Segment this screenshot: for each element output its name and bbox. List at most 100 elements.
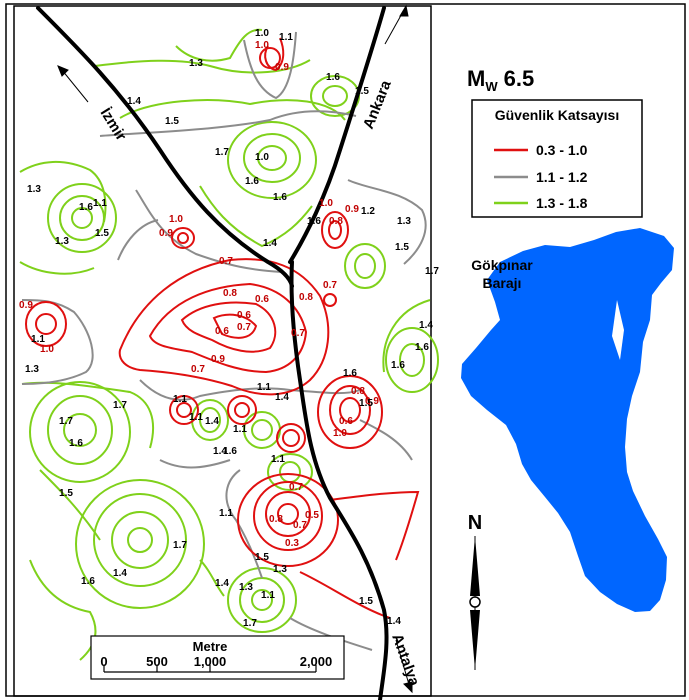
red-contours [25,37,420,619]
red-contour-label: 0.5 [305,510,319,521]
legend-label-red: 0.3 - 1.0 [536,142,588,158]
green-contour-label: 1.3 [55,236,69,247]
green-contour-label: 1.3 [27,184,41,195]
legend: Güvenlik Katsayısı 0.3 - 1.0 1.1 - 1.2 1… [471,99,643,218]
green-contour-label: 1.5 [355,86,369,97]
red-contour-label: 1.0 [255,40,269,51]
red-contour-label: 0.7 [323,280,337,291]
gray-contour-label: 1.5 [359,596,373,607]
north-arrow-center [469,596,481,608]
green-contour-label: 1.3 [25,364,39,375]
green-contour-label: 1.6 [415,342,429,353]
red-contour-label: 0.7 [237,322,251,333]
red-contour-label: 0.9 [365,396,379,407]
red-contour-label: 0.6 [237,310,251,321]
gray-contour-label: 1.1 [173,394,187,405]
gray-contour-label: 1.1 [93,198,107,209]
north-label: N [468,512,482,534]
red-contour-label: 0.8 [329,216,343,227]
green-contour-label: 1.6 [223,446,237,457]
green-contour-label: 1.6 [273,192,287,203]
gray-contour-label: 1.2 [361,206,375,217]
scale-tick-0: 0 [100,654,107,669]
gray-contour-label: 1.4 [275,392,289,403]
red-contour-label: 0.3 [285,538,299,549]
red-contour-label: 0.6 [339,416,353,427]
green-contour-labels: 1.31.41.51.71.61.61.61.51.61.51.31.3 1.41… [25,58,439,629]
gray-contour-label: 1.1 [31,334,45,345]
red-contour-label: 0.7 [289,482,303,493]
green-contour-label: 1.6 [81,576,95,587]
road-izmir [36,6,294,288]
red-contour-label: 0.9 [345,204,359,215]
gray-contour-label: 1.0 [255,152,269,163]
green-contour-label: 1.4 [419,320,433,331]
green-contours [19,28,439,661]
roads [36,6,389,700]
green-contour-label: 1.4 [215,578,229,589]
green-contour-label: 1.7 [215,147,229,158]
scale-bar: Metre 0 500 1,000 2,000 [90,635,345,680]
direction-arrows [57,4,413,694]
red-contour-label: 0.7 [293,520,307,531]
green-contour-label: 1.7 [59,416,73,427]
reservoir-inlet [612,300,624,360]
green-contour-label: 1.3 [239,582,253,593]
red-contour-label: 0.8 [351,386,365,397]
green-contour-label: 1.7 [425,266,439,277]
red-contour-label: 1.0 [333,428,347,439]
green-contour-label: 1.4 [263,238,277,249]
gray-contour-label: 1.4 [213,446,227,457]
scale-tick-1000: 1,000 [194,654,227,669]
gray-contour-label: 1.1 [271,454,285,465]
green-contour-label: 1.4 [127,96,141,107]
green-contour-label: 1.5 [255,552,269,563]
scale-tick-2000: 2,000 [300,654,333,669]
road-ankara [288,6,386,264]
gray-contour-label: 1.3 [273,564,287,575]
green-contour-label: 1.6 [391,360,405,371]
magnitude-title: MW 6.5 [467,66,534,94]
green-contour-label: 1.6 [326,72,340,83]
green-contour-label: 1.5 [395,242,409,253]
scale-bar-title: Metre [193,639,228,654]
red-contour-label: 0.8 [223,288,237,299]
map-frame [13,5,432,697]
green-contour-label: 1.6 [307,216,321,227]
red-contour-label: 0.7 [219,256,233,267]
green-contour-label: 1.5 [359,398,373,409]
green-contour-label: 1.7 [113,400,127,411]
road-antalya [289,260,389,700]
red-contour-label: 0.9 [159,228,173,239]
reservoir-label-line2: Barajı [483,275,522,291]
red-contour-label: 1.0 [40,344,54,355]
gray-contour-label: 1.1 [257,382,271,393]
legend-title: Güvenlik Katsayısı [495,107,620,123]
red-contour-label: 1.0 [319,198,333,209]
gray-contour-label: 1.4 [387,616,401,627]
gray-contour-label: 1.1 [261,590,275,601]
green-contour-label: 1.3 [189,58,203,69]
green-contour-label: 1.6 [343,368,357,379]
red-contour-label: 0.7 [191,364,205,375]
green-contour-label: 1.5 [59,488,73,499]
green-contour-label: 1.5 [95,228,109,239]
gray-contour-label: 1.0 [255,28,269,39]
red-contour-label: 0.6 [215,326,229,337]
red-contour-label: 0.9 [275,62,289,73]
gray-contour-label: 1.3 [397,216,411,227]
red-contour-labels: 1.00.91.00.91.00.90.80.60.6 0.70.60.90.80… [19,40,379,549]
red-contour-label: 0.8 [269,514,283,525]
scale-tick-500: 500 [146,654,168,669]
gray-contours [21,31,427,651]
red-contour-label: 0.6 [255,294,269,305]
green-contour-label: 1.4 [113,568,127,579]
green-contour-label: 1.4 [205,416,219,427]
reservoir-label-line1: Gökpınar [471,257,533,273]
red-contour-label: 0.9 [19,300,33,311]
red-contour-label: 1.0 [169,214,183,225]
green-contour-label: 1.7 [173,540,187,551]
red-contour-label: 0.9 [211,354,225,365]
